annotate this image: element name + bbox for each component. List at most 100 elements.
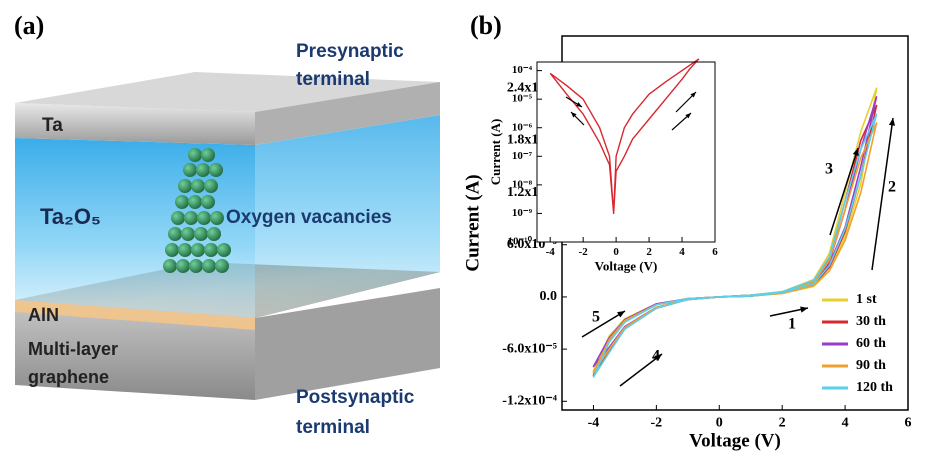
vacancy-sphere <box>209 163 223 177</box>
aln-layer <box>15 300 255 330</box>
x-tick-label: -4 <box>546 246 556 258</box>
y-tick-label: 10⁻¹⁰ <box>507 236 532 248</box>
legend-label: 30 th <box>856 314 886 329</box>
vacancy-sphere <box>175 195 189 209</box>
layer-label: Ta <box>42 115 63 136</box>
terminal-label: terminal <box>296 417 370 438</box>
terminal-label: Presynaptic <box>296 41 404 62</box>
vacancy-sphere <box>217 243 231 257</box>
vacancy-sphere <box>165 243 179 257</box>
vacancy-sphere <box>171 211 185 225</box>
ta-top <box>15 72 440 112</box>
terminal-label: Postsynaptic <box>296 387 415 408</box>
arrow-head <box>571 112 577 118</box>
x-tick-label: 6 <box>712 246 718 258</box>
vacancy-sphere <box>207 227 221 241</box>
x-axis-label: Voltage (V) <box>689 431 781 452</box>
vacancy-sphere <box>201 195 215 209</box>
terminal-label: terminal <box>296 69 370 90</box>
vacancy-sphere <box>201 148 215 162</box>
data-line <box>592 113 878 378</box>
y-tick-label: 10⁻⁵ <box>512 93 533 105</box>
annotation-arrow <box>829 147 859 236</box>
layer-label: graphene <box>28 367 109 387</box>
y-tick-label: 0.0 <box>540 289 558 304</box>
vacancy-sphere <box>176 259 190 273</box>
vacancy-sphere <box>197 211 211 225</box>
layer-label: Multi-layer <box>28 339 118 359</box>
legend-label: 90 th <box>856 358 886 373</box>
arrow-head <box>654 354 662 361</box>
legend-label: 60 th <box>856 336 886 351</box>
vacancy-sphere <box>191 179 205 193</box>
vacancy-sphere <box>210 211 224 225</box>
y-tick-label: 10⁻⁶ <box>512 121 533 133</box>
arrow-head <box>888 118 896 126</box>
oxide-side <box>255 115 440 318</box>
graphene-side <box>255 288 440 400</box>
annotation-arrow <box>619 353 663 387</box>
vacancy-sphere <box>191 243 205 257</box>
annotation-arrow <box>871 117 894 271</box>
x-tick-label: 0 <box>613 246 619 258</box>
vacancy-sphere <box>184 211 198 225</box>
x-tick-label: 2 <box>646 246 652 258</box>
x-tick-label: 4 <box>842 416 849 431</box>
annotation: Oxygen vacancies <box>226 207 392 228</box>
arrow-head <box>852 148 859 156</box>
arrow-head <box>800 306 808 313</box>
annotation: 1 <box>788 316 796 333</box>
plot-frame <box>536 61 716 243</box>
x-tick-label: -2 <box>579 246 589 258</box>
vacancy-sphere <box>178 243 192 257</box>
layer-label: Ta₂O₅ <box>40 204 101 229</box>
x-tick-label: -4 <box>588 416 600 431</box>
arrow-head <box>576 102 582 107</box>
x-tick-label: 2 <box>779 416 786 431</box>
x-tick-label: 4 <box>679 246 685 258</box>
y-tick-label: -1.2x10⁻⁴ <box>502 394 558 409</box>
legend-label: 120 th <box>856 380 893 395</box>
arrow-head <box>690 92 696 98</box>
vacancy-sphere <box>194 227 208 241</box>
device-diagram: (a) Ta Ta₂O₅ Oxygen vacancies AlN Multi-… <box>14 11 440 438</box>
vacancy-sphere <box>204 179 218 193</box>
annotation: 3 <box>825 161 833 178</box>
vacancy-sphere <box>189 259 203 273</box>
y-axis-label: Current (A) <box>462 174 483 271</box>
vacancy-sphere <box>188 148 202 162</box>
x-tick-label: -2 <box>651 416 663 431</box>
layer-label: AlN <box>28 305 59 325</box>
y-tick-label: 10⁻⁴ <box>512 64 533 76</box>
y-tick-label: -6.0x10⁻⁵ <box>502 341 557 356</box>
vacancy-sphere <box>196 163 210 177</box>
x-tick-label: 6 <box>905 416 912 431</box>
oxygen-vacancy-cluster <box>163 148 231 273</box>
annotation: 4 <box>652 348 660 365</box>
y-tick-label: 10⁻⁷ <box>512 150 533 162</box>
x-tick-label: 0 <box>716 416 723 431</box>
legend-label: 1 st <box>856 292 877 307</box>
vacancy-sphere <box>163 259 177 273</box>
vacancy-sphere <box>168 227 182 241</box>
data-line <box>549 58 700 215</box>
vacancy-sphere <box>181 227 195 241</box>
vacancy-sphere <box>215 259 229 273</box>
y-tick-label: 10⁻⁸ <box>512 178 533 190</box>
annotation: 2 <box>888 179 896 196</box>
ta-front <box>15 103 255 145</box>
vacancy-sphere <box>183 163 197 177</box>
vacancy-sphere <box>202 259 216 273</box>
annotation-arrow <box>581 310 626 338</box>
y-axis-label: Current (A) <box>488 119 503 186</box>
x-axis-label: Voltage (V) <box>595 258 658 273</box>
vacancy-sphere <box>204 243 218 257</box>
vacancy-sphere <box>188 195 202 209</box>
vacancy-sphere <box>178 179 192 193</box>
annotation: 5 <box>592 309 600 326</box>
arrow-head <box>685 113 691 119</box>
arrow-head <box>617 311 625 318</box>
ta-side <box>255 82 440 145</box>
y-tick-label: 10⁻⁹ <box>512 207 533 219</box>
